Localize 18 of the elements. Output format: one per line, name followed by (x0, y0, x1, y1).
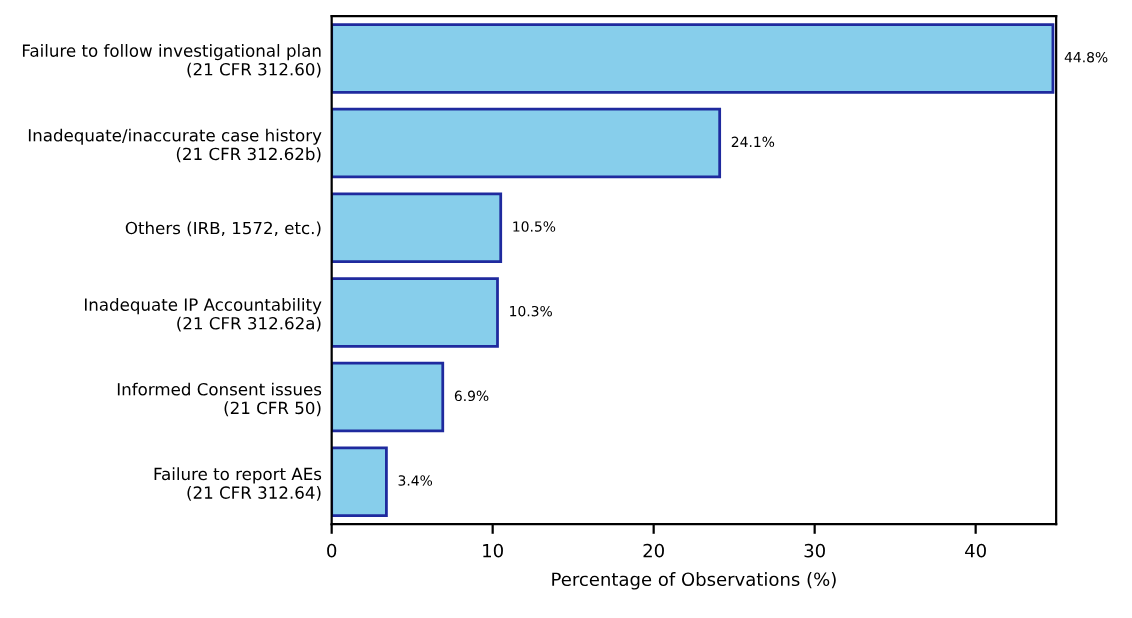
x-axis-title: Percentage of Observations (%) (552, 572, 836, 590)
x-tick-label: 10 (483, 543, 503, 558)
y-tick-label: Others (IRB, 1572, etc.) (125, 221, 321, 237)
x-tick-label: 30 (804, 543, 825, 558)
y-tick-label: Inadequate/inaccurate case history (21 CFR 312.62b) (28, 128, 322, 163)
y-tick-label: Inadequate IP Accountability (21 CFR 312.62a) (84, 298, 322, 332)
x-tick-label: 0 (327, 543, 337, 558)
x-tick-label: 20 (643, 543, 664, 558)
bar (331, 361, 445, 433)
x-tick-label: 40 (965, 543, 986, 558)
y-tick-label: Failure to follow investigational plan (21 CFR 312.60) (22, 44, 321, 78)
bar (331, 446, 388, 517)
bar (331, 23, 1055, 94)
bar (331, 107, 722, 179)
y-tick-label: Failure to report AEs (21 CFR 312.64) (154, 467, 322, 501)
bar (331, 192, 503, 263)
y-tick-label: Informed Consent issues (21 CFR 50) (117, 382, 322, 417)
bar (331, 277, 499, 348)
